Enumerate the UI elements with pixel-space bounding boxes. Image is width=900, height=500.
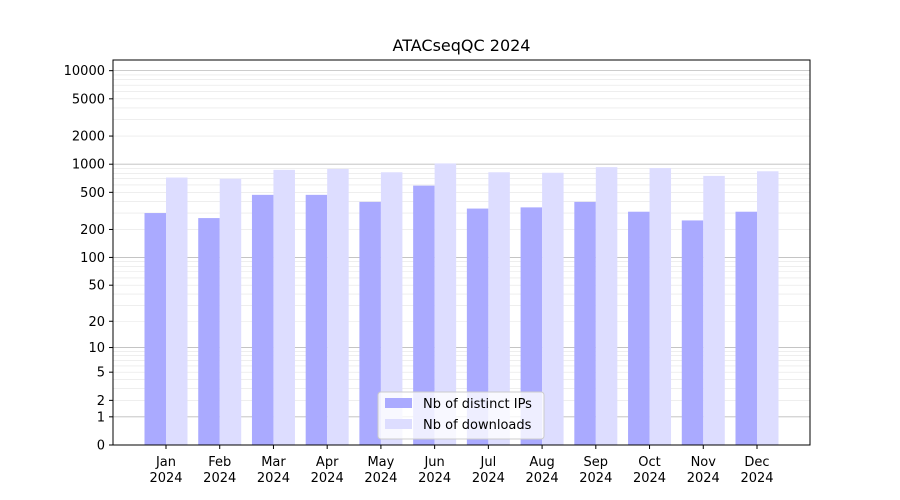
bar (219, 178, 242, 445)
bar (735, 211, 757, 445)
chart-title: ATACseqQC 2024 (393, 36, 531, 55)
x-tick-label: Feb 2024 (203, 455, 236, 486)
legend-swatch (385, 419, 412, 429)
bar (574, 201, 596, 445)
x-tick-label: Dec 2024 (740, 455, 773, 486)
y-tick-label: 20 (88, 315, 105, 330)
y-tick-label: 2000 (72, 130, 105, 145)
bar (305, 194, 328, 445)
bar (273, 169, 295, 446)
bar (520, 207, 543, 445)
legend-box (377, 391, 545, 440)
bar (144, 213, 166, 445)
y-tick-label: 200 (80, 223, 105, 238)
x-tick-label: Apr 2024 (311, 455, 344, 486)
bar (327, 168, 349, 445)
y-tick-label: 500 (80, 186, 105, 201)
y-tick-label: 10000 (64, 64, 105, 79)
bar (703, 175, 725, 445)
x-axis: Jan 2024 Feb 2024 Mar 2024 Apr 2024 May 2024 Jun 20… (149, 445, 774, 486)
legend: Nb of distinct IPs Nb of downloads (377, 391, 545, 440)
bar (681, 220, 704, 445)
bar (380, 172, 403, 445)
y-tick-label: 100 (80, 251, 105, 266)
x-tick-label: Oct 2024 (633, 455, 666, 486)
x-tick-label: May 2024 (364, 455, 397, 486)
y-axis: 0 12 5 10 20 50 100 200 500 1000 2000 5000 10000 (64, 64, 113, 454)
bar (595, 167, 618, 445)
x-tick-label: Jun 2024 (418, 455, 451, 486)
x-tick-label: Mar 2024 (257, 455, 290, 486)
bar (649, 168, 672, 446)
x-tick-label: Jul 2024 (472, 455, 505, 486)
bar (251, 194, 274, 445)
bar (166, 177, 188, 445)
bar (434, 163, 457, 445)
x-tick-label: Jan 2024 (149, 455, 182, 486)
y-tick-label: 1000 (72, 158, 105, 173)
bar (488, 172, 510, 445)
bar (359, 201, 381, 445)
x-tick-label: Aug 2024 (526, 455, 559, 486)
legend-swatch (385, 398, 412, 408)
bars (144, 163, 779, 446)
y-tick-label: 10 (88, 341, 105, 356)
x-tick-label: Nov 2024 (687, 455, 720, 486)
bar (757, 171, 779, 445)
y-tick-label: 50 (88, 279, 105, 294)
y-tick-label: 2 (97, 394, 105, 409)
y-tick-label: 5000 (72, 92, 105, 107)
plot-frame (112, 59, 811, 446)
bar (542, 172, 564, 445)
bar (628, 211, 650, 445)
bar (413, 185, 435, 446)
legend-label: Nb of distinct IPs (423, 397, 532, 412)
x-tick-label: Sep 2024 (579, 455, 612, 486)
bar (198, 218, 220, 445)
legend-label: Nb of downloads (423, 418, 532, 433)
y-tick-label: 0 (97, 439, 105, 454)
bar (466, 208, 489, 445)
y-tick-label: 1 (97, 410, 105, 425)
y-tick-label: 5 (97, 366, 105, 381)
